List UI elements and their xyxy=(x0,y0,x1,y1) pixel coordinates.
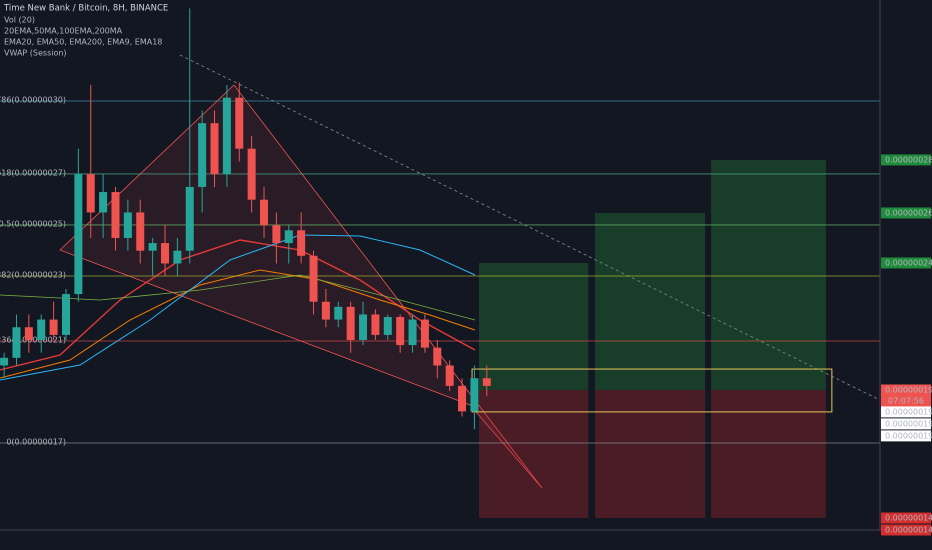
indicator: EMA20, EMA50, EMA200, EMA9, EMA18 xyxy=(4,38,162,47)
price-label: 0.00000026 xyxy=(885,208,932,217)
profit-zone xyxy=(595,212,706,390)
candle-body xyxy=(161,243,170,264)
candle-body xyxy=(86,174,95,213)
candle-body xyxy=(222,97,231,175)
candle-body xyxy=(148,243,157,251)
fib-label: 0.382(0.00000023) xyxy=(0,270,66,279)
candle-body xyxy=(198,123,207,187)
price-label: 0.00000019 xyxy=(885,419,932,428)
price-label: 0.00000028 xyxy=(885,155,932,164)
candle-body xyxy=(359,314,368,340)
price-label-box xyxy=(881,207,931,219)
candle-body xyxy=(334,306,343,320)
price-label: 0.00000019 xyxy=(885,431,932,440)
candle-body xyxy=(297,230,306,256)
price-label-box xyxy=(881,406,931,418)
candle-body xyxy=(272,225,281,244)
candle-body xyxy=(470,378,479,412)
price-axis xyxy=(880,0,932,550)
candle-body xyxy=(0,357,9,366)
candle-body xyxy=(247,148,256,200)
fib-label: 0.618(0.00000027) xyxy=(0,168,66,177)
candle-body xyxy=(123,212,132,238)
fib-label: 0.5(0.00000025) xyxy=(0,219,66,228)
legend: Time New Bank / Bitcoin, 8H, BINANCE Vol… xyxy=(3,4,168,58)
candle-body xyxy=(12,327,21,358)
candle-body xyxy=(111,192,120,238)
price-label-box xyxy=(881,418,931,430)
price-label-box xyxy=(881,384,931,407)
price-label: 0.00000019 xyxy=(885,385,932,394)
trend-line xyxy=(179,54,881,401)
ma-line-2 xyxy=(0,274,476,321)
candle-body xyxy=(235,97,244,149)
profit-zone xyxy=(711,159,826,390)
price-label-box xyxy=(881,257,931,269)
price-label-box xyxy=(881,512,931,524)
candle-body xyxy=(458,385,467,412)
loss-zone xyxy=(711,389,826,519)
price-label: 0.00000014 xyxy=(885,526,932,535)
price-label: 0.00000024 xyxy=(885,258,932,267)
candle-body xyxy=(260,199,269,226)
candle-body xyxy=(173,250,182,264)
candle-body xyxy=(482,378,491,386)
axis-labels: 0.00000028 0.00000026 0.00000024 0.00000019… xyxy=(881,154,932,536)
fib-label: 0(0.00000017) xyxy=(6,438,66,447)
candle-body xyxy=(136,212,145,251)
indicator: 20EMA,50MA,100EMA,200MA xyxy=(4,27,123,36)
price-label: 0.00000014 xyxy=(885,514,932,523)
ema-line-2 xyxy=(0,234,476,381)
candle-body xyxy=(284,230,293,244)
candle-body xyxy=(321,301,330,320)
indicator: Vol (20) xyxy=(4,16,35,25)
candle-body xyxy=(49,319,58,335)
candle-body xyxy=(420,319,429,348)
candle-body xyxy=(185,186,194,251)
candle-body xyxy=(210,123,219,175)
candle-body xyxy=(37,319,46,340)
candle-body xyxy=(99,192,108,213)
candle-body xyxy=(61,294,70,335)
candle-body xyxy=(383,317,392,335)
price-label-box xyxy=(881,524,931,536)
candle-body xyxy=(24,327,33,340)
candle-body xyxy=(74,174,83,295)
price-label-box xyxy=(881,154,931,166)
countdown-label: 07:07:56 xyxy=(888,396,924,405)
candle-body xyxy=(371,314,380,335)
marks: 0.786(0.00000030) 0.618(0.00000027) 0.5(0.… xyxy=(0,8,880,519)
candle-body xyxy=(445,365,454,386)
candle-body xyxy=(309,255,318,302)
loss-zone xyxy=(595,389,706,519)
candle-body xyxy=(433,347,442,366)
fib-label: 0.786(0.00000030) xyxy=(0,96,66,105)
profit-zone xyxy=(478,262,589,390)
fib-label: 0.236(0.00000021) xyxy=(0,336,66,345)
ema-line xyxy=(0,239,476,371)
loss-zone xyxy=(478,389,589,519)
candle-body xyxy=(346,306,355,340)
chart-title: Time New Bank / Bitcoin, 8H, BINANCE xyxy=(3,4,168,14)
price-label: 0.00000019 xyxy=(885,407,932,416)
candle-body xyxy=(408,319,417,346)
indicator: VWAP (Session) xyxy=(4,49,67,58)
candle-body xyxy=(396,317,405,346)
ma-line xyxy=(0,269,476,379)
price-label-box xyxy=(881,430,931,442)
